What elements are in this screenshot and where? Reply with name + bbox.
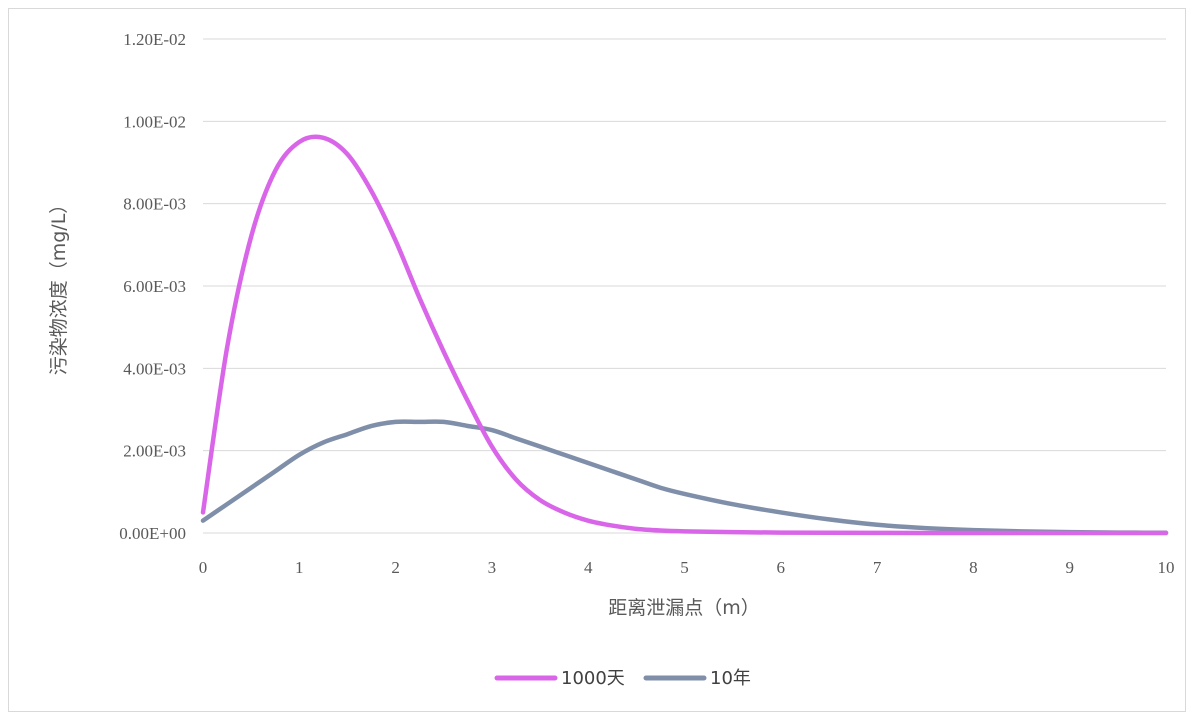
x-tick-label: 3: [488, 558, 497, 577]
series-lines: [200, 134, 1169, 536]
y-tick-label: 8.00E-03: [123, 195, 186, 214]
y-tick-label: 4.00E-03: [123, 359, 186, 378]
y-tick-label: 0.00E+00: [119, 524, 186, 543]
x-tick-label: 2: [391, 558, 400, 577]
x-tick-label: 7: [873, 558, 882, 577]
series-line-10-years: [200, 419, 1169, 536]
y-axis-ticks: 0.00E+00 2.00E-03 4.00E-03 6.00E-03 8.00E-03…: [119, 30, 186, 543]
y-tick-label: 6.00E-03: [123, 277, 186, 296]
legend-label: 10年: [710, 668, 751, 689]
legend: 1000天 10年: [494, 668, 751, 689]
x-tick-label: 9: [1065, 558, 1074, 577]
x-tick-label: 0: [199, 558, 208, 577]
legend-label: 1000天: [561, 668, 625, 689]
x-tick-label: 5: [680, 558, 689, 577]
x-tick-label: 10: [1158, 558, 1175, 577]
y-tick-label: 1.00E-02: [123, 112, 186, 131]
y-axis-title: 污染物浓度（mg/L）: [48, 195, 70, 376]
y-tick-label: 2.00E-03: [123, 442, 186, 461]
x-tick-label: 8: [969, 558, 978, 577]
x-axis-ticks: 0 1 2 3 4 5 6 7 8 9 10: [199, 558, 1175, 577]
x-tick-label: 6: [777, 558, 786, 577]
y-tick-label: 1.20E-02: [123, 30, 186, 49]
series-line-1000-days: [200, 134, 1169, 536]
x-tick-label: 4: [584, 558, 593, 577]
x-axis-title: 距离泄漏点（m）: [608, 597, 760, 619]
x-tick-label: 1: [295, 558, 304, 577]
gridlines: [203, 38, 1166, 534]
chart-frame: [8, 8, 1186, 712]
